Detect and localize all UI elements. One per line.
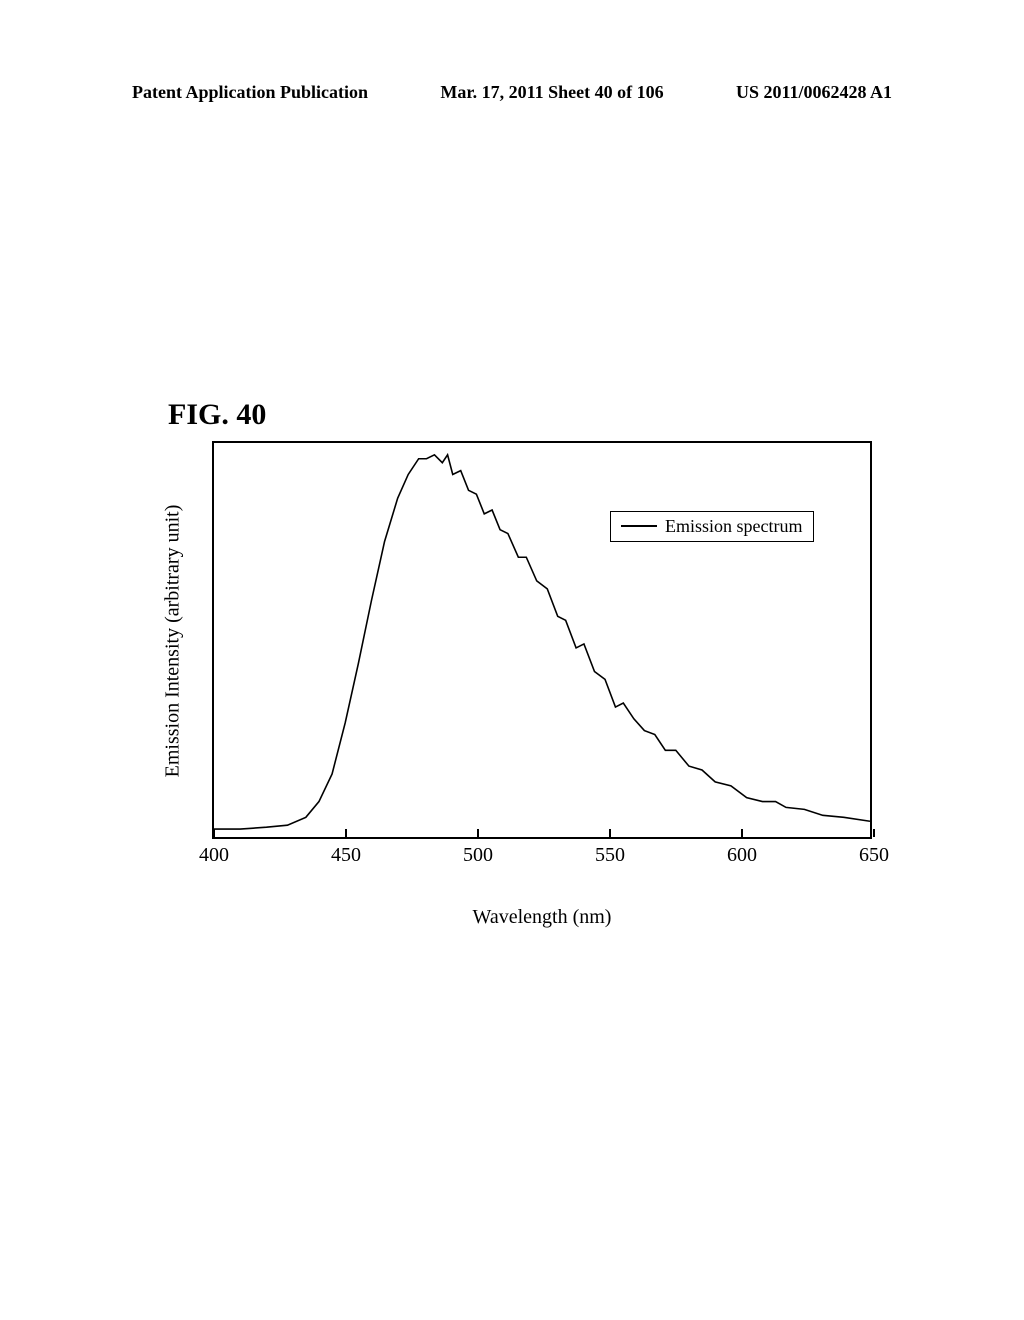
x-tick-label: 600 xyxy=(727,844,757,867)
x-tick-mark xyxy=(477,829,479,837)
x-tick-label: 450 xyxy=(331,844,361,867)
header-center: Mar. 17, 2011 Sheet 40 of 106 xyxy=(440,82,663,103)
plot-area: Emission spectrum 400450500550600650 xyxy=(212,441,872,839)
x-tick-label: 550 xyxy=(595,844,625,867)
page-header: Patent Application Publication Mar. 17, … xyxy=(0,82,1024,103)
header-right: US 2011/0062428 A1 xyxy=(736,82,892,103)
emission-spectrum-chart: Emission Intensity (arbitrary unit) Emis… xyxy=(156,441,874,873)
x-tick-label: 400 xyxy=(199,844,229,867)
legend-label: Emission spectrum xyxy=(665,516,803,537)
figure-label: FIG. 40 xyxy=(168,398,266,432)
legend-line-sample xyxy=(621,525,657,527)
x-axis-label: Wavelength (nm) xyxy=(212,906,872,929)
spectrum-line-svg xyxy=(214,443,870,837)
x-tick-mark xyxy=(213,829,215,837)
x-tick-label: 500 xyxy=(463,844,493,867)
x-tick-label: 650 xyxy=(859,844,889,867)
legend-box: Emission spectrum xyxy=(610,511,814,542)
x-tick-mark xyxy=(609,829,611,837)
header-left: Patent Application Publication xyxy=(132,82,368,103)
x-tick-mark xyxy=(741,829,743,837)
y-axis-label: Emission Intensity (arbitrary unit) xyxy=(162,466,185,816)
x-tick-mark xyxy=(873,829,875,837)
header-inner: Patent Application Publication Mar. 17, … xyxy=(132,82,892,103)
x-tick-mark xyxy=(345,829,347,837)
